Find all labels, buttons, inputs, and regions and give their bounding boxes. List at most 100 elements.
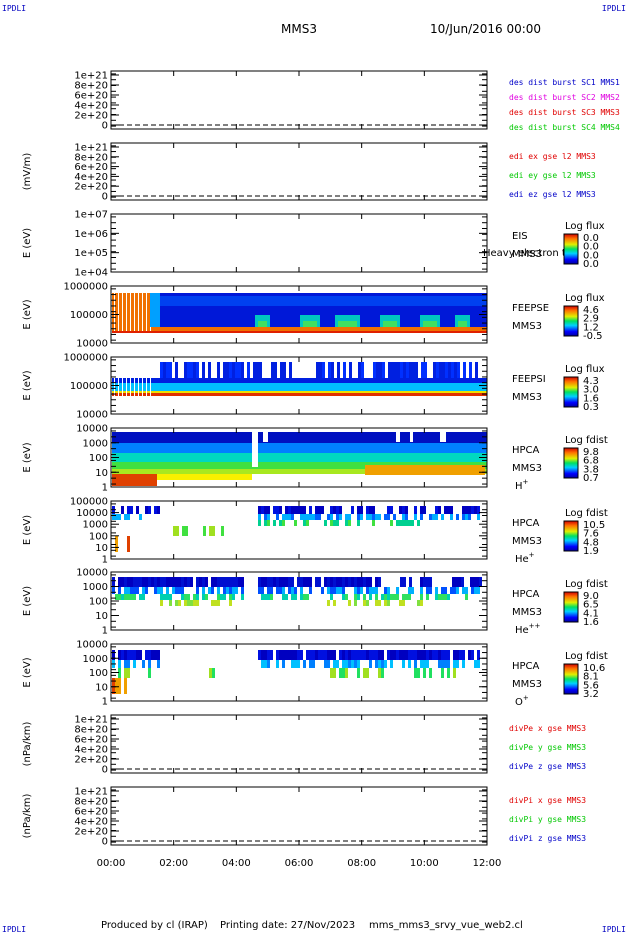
- species-label: He+: [515, 551, 535, 565]
- spectrogram-edge: [150, 293, 160, 327]
- spectrogram-cell: [139, 650, 142, 660]
- spectrogram-cell: [294, 594, 297, 600]
- spectrogram-cell: [342, 594, 345, 600]
- spectrogram-cell: [315, 650, 318, 660]
- spectrogram-cell: [163, 362, 166, 392]
- legend-entry: divPi z gse MMS3: [509, 834, 586, 843]
- colorbar-tick-label: 9.0: [583, 591, 599, 602]
- spectrogram-cell: [309, 514, 312, 520]
- spectrogram-cell: [169, 577, 172, 587]
- spectrogram-cell: [285, 650, 288, 660]
- corner-label-top-left: IPDLI: [2, 4, 27, 13]
- spectrogram-cell: [354, 594, 357, 600]
- spectrogram-cell: [285, 514, 288, 520]
- x-tick-label: 06:00: [285, 858, 314, 869]
- spectrogram-cell: [375, 594, 378, 600]
- spectrogram-cell: [426, 587, 429, 594]
- spectrogram-cell: [130, 506, 133, 514]
- spectrogram-cell: [241, 587, 244, 594]
- spectrogram-cell: [327, 600, 330, 606]
- y-tick-label: 4e+20: [74, 101, 108, 112]
- spectrogram-cell: [163, 577, 166, 587]
- spectrogram-cell: [357, 587, 360, 594]
- spectrogram-cell: [196, 577, 199, 587]
- spectrogram-cell: [408, 650, 411, 660]
- y-tick-label: 10000: [76, 410, 108, 421]
- species-charge: +: [523, 478, 529, 486]
- colorbar-title: Log flux: [565, 221, 605, 232]
- spectrogram-cell: [345, 520, 348, 526]
- spectrogram-cell: [115, 514, 118, 520]
- spectrogram-cell: [261, 650, 264, 660]
- spectrogram-cell: [420, 594, 423, 600]
- spectrogram-cell: [267, 587, 270, 594]
- spectrogram-cell: [226, 362, 229, 392]
- spectrogram-cell: [181, 577, 184, 587]
- y-tick-label: 10000: [76, 339, 108, 350]
- spectrogram-cell: [241, 594, 244, 600]
- spectrogram-cell: [196, 362, 199, 392]
- spectrogram-cell: [282, 577, 285, 587]
- spectrogram-cell: [309, 660, 312, 668]
- spectrogram-cell: [369, 506, 372, 514]
- spectrogram-cell: [327, 577, 330, 587]
- spectrogram-cell: [463, 362, 466, 392]
- spectrogram-cell: [166, 587, 169, 594]
- spectrogram-cell: [372, 506, 375, 514]
- spectrogram-cell: [261, 577, 264, 587]
- spectrogram-cell: [357, 650, 360, 660]
- spectrogram-cell: [465, 514, 468, 520]
- spectrogram-cell: [124, 650, 127, 660]
- panel-p6: 1 10 100 1000 10000 E (eV) HPCA MMS3 H+ Log fdist…: [22, 424, 608, 494]
- spectrogram-cell: [285, 577, 288, 587]
- spectrogram-cell: [133, 594, 136, 600]
- spectrogram-cell: [399, 600, 402, 606]
- spectrogram-cell: [348, 660, 351, 668]
- spectrogram-cell: [324, 520, 327, 526]
- legend: divPe x gse MMS3 divPe y gse MMS3 divPe z …: [509, 724, 586, 771]
- spectrogram-cell: [294, 587, 297, 594]
- y-tick-label: 6e+20: [74, 91, 108, 102]
- spectrogram-cell: [382, 362, 385, 392]
- spectrogram-gap: [134, 293, 135, 331]
- colorbar-tick-label: 0.7: [583, 473, 599, 484]
- spectrogram-cell: [471, 506, 474, 514]
- spectrogram-cell: [450, 587, 453, 594]
- spectrogram-cell: [474, 587, 477, 594]
- spectrogram-cell: [291, 650, 294, 660]
- spectrogram-cell: [193, 362, 196, 392]
- spectrogram-cell: [166, 594, 169, 600]
- spectrogram-cell: [279, 587, 282, 594]
- spectrogram-cell: [187, 362, 190, 392]
- spectrogram-cell: [259, 362, 262, 392]
- spectrogram-cell: [193, 594, 196, 600]
- spectrogram-cell: [455, 577, 458, 587]
- spectrogram-cell: [420, 587, 423, 594]
- spectrogram-gap: [126, 366, 127, 396]
- spectrogram-patch: [157, 474, 252, 480]
- y-axis-label: E (eV): [22, 657, 33, 687]
- spectrogram-cell: [288, 577, 291, 587]
- spectrogram-cell: [468, 514, 471, 520]
- x-tick-label: 08:00: [347, 858, 376, 869]
- colorbar: [563, 447, 579, 479]
- spectrogram-cell: [390, 650, 393, 660]
- spectrogram-cell: [387, 594, 390, 600]
- y-tick-label: 2e+20: [74, 111, 108, 122]
- spectrogram-cell: [351, 577, 354, 587]
- colorbar: [563, 376, 579, 408]
- y-tick-label: 100000: [70, 310, 108, 321]
- spectrogram-cell: [270, 594, 273, 600]
- y-tick-label: 1e+07: [74, 210, 108, 221]
- spectrogram-cell: [303, 506, 306, 514]
- spectrogram-cell: [408, 520, 411, 526]
- spectrogram-cell: [276, 514, 279, 520]
- spectrogram-cell: [396, 587, 399, 594]
- spectrogram-cell: [267, 660, 270, 668]
- spectrogram-cell: [420, 506, 423, 514]
- spectrogram-cell: [369, 594, 372, 600]
- spectrogram-cell: [372, 587, 375, 594]
- spectrogram-cell: [297, 506, 300, 514]
